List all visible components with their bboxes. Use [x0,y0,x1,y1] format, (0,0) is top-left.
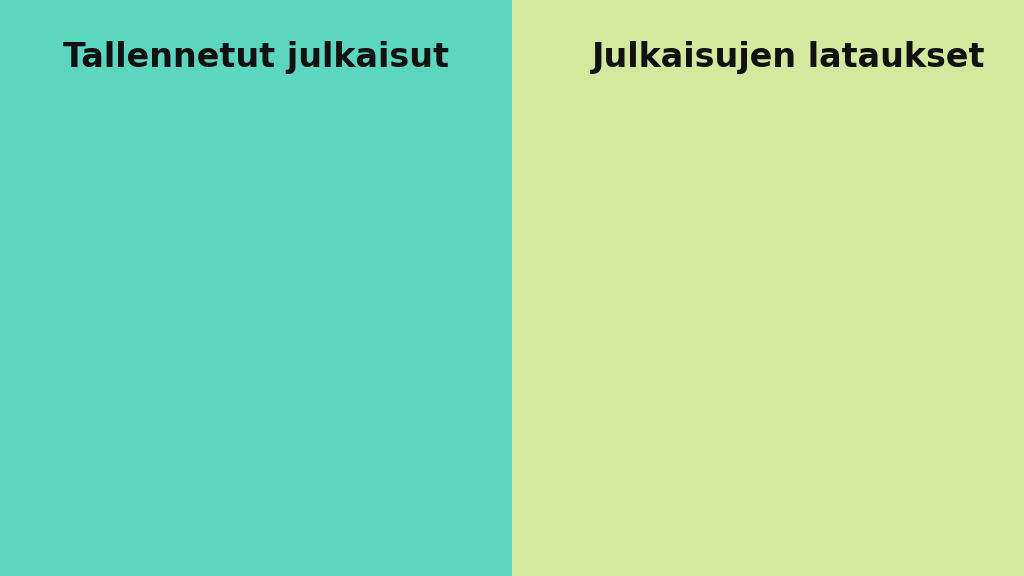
Text: 8: 8 [71,390,80,404]
Text: 29 997: 29 997 [950,156,1001,170]
Text: 21 470: 21 470 [743,248,796,262]
Text: 24: 24 [375,211,394,225]
Text: 24: 24 [203,211,222,225]
Text: 22: 22 [238,234,257,248]
Text: Tallennetut julkaisut: Tallennetut julkaisut [63,41,449,74]
Text: 22: 22 [306,234,326,248]
Text: 26: 26 [100,189,120,203]
Text: 20: 20 [169,256,188,270]
Text: 975: 975 [617,470,646,484]
Text: 13: 13 [341,334,360,348]
Text: 5 035: 5 035 [645,463,687,477]
Text: 14: 14 [272,323,292,337]
Text: 19: 19 [410,267,429,281]
Text: 20 077: 20 077 [847,263,898,278]
Text: 132: 132 [583,479,612,493]
Text: 17 624: 17 624 [882,327,933,340]
Text: 27: 27 [134,178,154,192]
Text: 27: 27 [444,178,464,192]
Text: Julkaisujen lataukset: Julkaisujen lataukset [592,41,985,74]
Text: 9 500: 9 500 [680,378,721,392]
Text: 21 131: 21 131 [778,252,829,266]
Text: 22 649: 22 649 [916,236,968,249]
Text: 18 819: 18 819 [813,314,864,328]
Text: 15 904: 15 904 [710,309,761,323]
